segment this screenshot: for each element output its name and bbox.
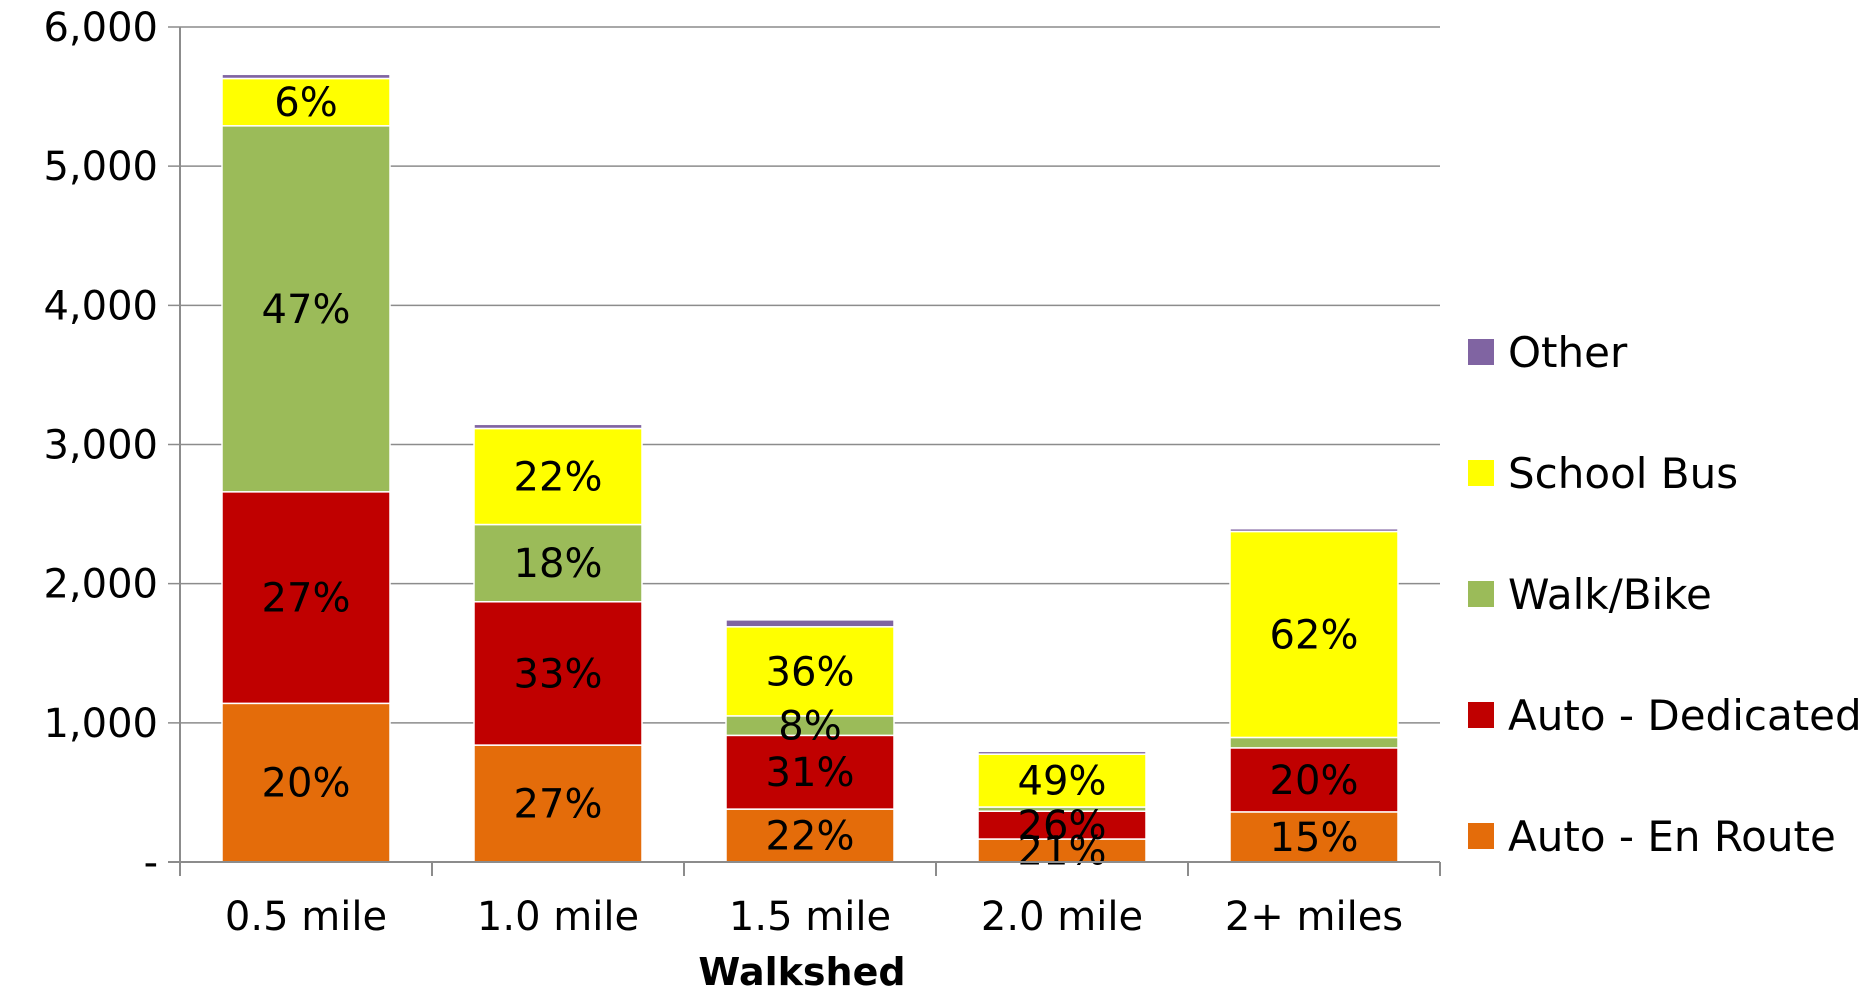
data-label: 31% <box>766 750 855 796</box>
x-tick-label: 1.0 mile <box>477 894 639 940</box>
x-tick-label: 2.0 mile <box>981 894 1143 940</box>
data-label: 22% <box>514 455 603 501</box>
legend-swatch <box>1468 460 1494 486</box>
legend-label: Auto - Dedicated <box>1508 691 1862 740</box>
data-label: 49% <box>1018 759 1107 805</box>
legend-swatch <box>1468 581 1494 607</box>
y-tick-label: 3,000 <box>43 423 158 469</box>
data-label: 27% <box>262 576 351 622</box>
legend-label: Walk/Bike <box>1508 570 1712 619</box>
bar-segment <box>473 523 643 603</box>
legend-label: Auto - En Route <box>1508 812 1836 861</box>
bar-segment <box>473 427 643 526</box>
legend: Other School Bus Walk/Bike Auto - Dedicated… <box>1468 328 1862 861</box>
data-label: 6% <box>274 80 337 126</box>
data-labels: 20% 27% 47% 6% 27% 33% 18% 22% 22% 31%8% 36% 21%26%… <box>262 80 1359 874</box>
bar-segment <box>725 619 895 628</box>
data-label: 21% <box>1018 829 1107 875</box>
data-label: 20% <box>262 761 351 807</box>
legend-swatch <box>1468 339 1494 365</box>
data-label: 15% <box>1270 815 1359 861</box>
bar-segment <box>1229 530 1399 739</box>
bar-segment <box>221 491 391 705</box>
y-tick-label: - <box>144 840 158 886</box>
data-label: 47% <box>262 287 351 333</box>
data-label: 8% <box>778 704 841 750</box>
data-label: 27% <box>514 782 603 828</box>
data-label: 20% <box>1270 758 1359 804</box>
bar-segment <box>473 423 643 430</box>
legend-swatch <box>1468 823 1494 849</box>
y-tick-label: 5,000 <box>43 144 158 190</box>
bar-segment <box>221 125 391 493</box>
data-label: 18% <box>514 541 603 587</box>
data-label: 36% <box>766 649 855 695</box>
bar-segment <box>1229 747 1399 813</box>
legend-label: School Bus <box>1508 449 1738 498</box>
x-axis-title: Walkshed <box>698 950 905 993</box>
bar-segment <box>473 601 643 746</box>
data-label: 26% <box>1018 803 1107 849</box>
y-tick-label: 4,000 <box>43 283 158 329</box>
bar-segment <box>977 810 1147 840</box>
legend-label: Other <box>1508 328 1628 377</box>
bar-segment <box>725 734 895 810</box>
bar-segment <box>221 73 391 80</box>
legend-swatch <box>1468 702 1494 728</box>
bar-segment <box>725 626 895 717</box>
bar-segment <box>725 808 895 863</box>
data-label: 62% <box>1270 612 1359 658</box>
axes: - 1,000 2,000 3,000 4,000 5,000 6,000 0.5 mile 1… <box>43 5 1441 940</box>
data-label: 22% <box>766 814 855 860</box>
y-tick-label: 1,000 <box>43 701 158 747</box>
x-tick-label: 1.5 mile <box>729 894 891 940</box>
bar-segment <box>977 750 1147 755</box>
y-tick-label: 2,000 <box>43 562 158 608</box>
bar-segment <box>1229 736 1399 749</box>
y-tick-label: 6,000 <box>43 5 158 51</box>
x-tick-label: 0.5 mile <box>225 894 387 940</box>
data-label: 33% <box>514 651 603 697</box>
bars <box>221 73 1399 863</box>
bar-segment <box>1229 527 1399 533</box>
bar-segment <box>1229 811 1399 863</box>
x-tick-label: 2+ miles <box>1225 894 1403 940</box>
